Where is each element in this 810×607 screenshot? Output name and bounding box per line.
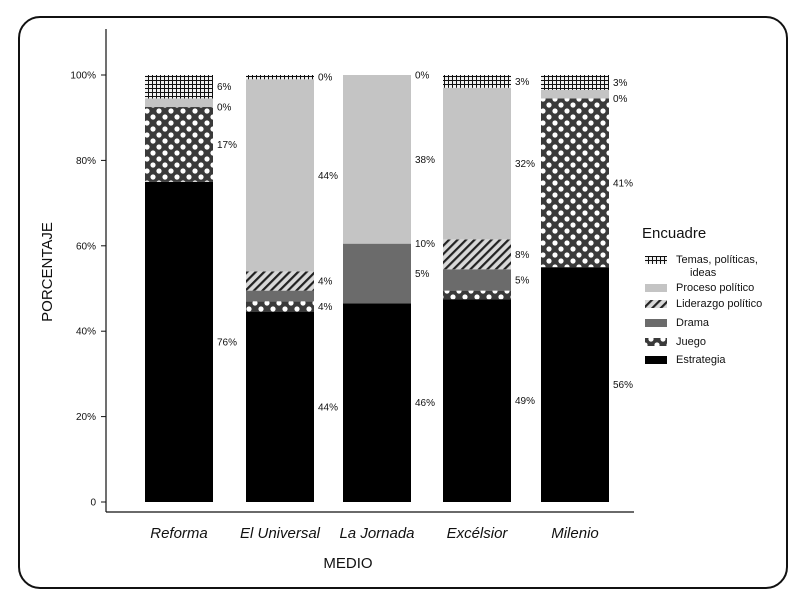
- legend-title: Encuadre: [642, 225, 706, 242]
- data-label: 6%: [217, 82, 232, 93]
- legend-swatch: [645, 338, 667, 346]
- bar-segment: [443, 87, 511, 240]
- x-axis-title: MEDIO: [323, 555, 372, 572]
- bar-segment: [145, 98, 213, 108]
- legend-swatch: [645, 319, 667, 327]
- data-label: 3%: [613, 78, 628, 89]
- bar-segment: [343, 243, 411, 304]
- bar-segment: [246, 301, 314, 312]
- category-label: Milenio: [551, 525, 599, 542]
- bar-segment: [246, 290, 314, 302]
- legend-swatch: [645, 256, 667, 264]
- data-label: 5%: [515, 275, 530, 286]
- legend-label: Proceso político: [676, 282, 754, 294]
- category-labels: Reforma El Universal La Jornada Excélsior Mi…: [150, 525, 599, 542]
- bar-segment: [246, 79, 314, 272]
- bar-segment: [343, 75, 411, 244]
- data-label: 44%: [318, 171, 338, 182]
- data-labels: 76% 17% 0% 6% 44% 4% 4% 44% 0% 46% 5% 10% 38% 0% 49% 5%…: [217, 71, 633, 414]
- data-label: 56%: [613, 380, 633, 391]
- bar-segment: [541, 98, 609, 268]
- y-tick-label: 40%: [76, 327, 96, 338]
- y-tick-label: 100%: [70, 71, 96, 82]
- y-axis-title: PORCENTAJE: [39, 222, 56, 322]
- bar-segment: [541, 89, 609, 99]
- bar-segment: [443, 269, 511, 291]
- legend: Encuadre Temas, políticas, ideas Proceso p…: [642, 225, 762, 366]
- data-label: 10%: [415, 239, 435, 250]
- data-label: 5%: [415, 269, 430, 280]
- bar-segment: [145, 181, 213, 502]
- y-ticks: 0 20% 40% 60% 80% 100%: [70, 71, 106, 509]
- legend-label: Drama: [676, 317, 710, 329]
- category-label: La Jornada: [339, 525, 414, 542]
- bar-segment: [541, 75, 609, 90]
- y-tick-label: 60%: [76, 241, 96, 252]
- data-label: 44%: [318, 402, 338, 413]
- legend-swatch: [645, 300, 667, 308]
- bar-segment: [443, 299, 511, 502]
- data-label: 0%: [318, 73, 333, 84]
- bar-segment: [246, 75, 314, 80]
- data-label: 4%: [318, 277, 333, 288]
- legend-label: Estrategia: [676, 354, 726, 366]
- axes: [105, 29, 634, 513]
- data-label: 49%: [515, 396, 535, 407]
- legend-swatch: [645, 356, 667, 364]
- bar-segment: [246, 271, 314, 291]
- data-label: 76%: [217, 337, 237, 348]
- bar-segment: [246, 311, 314, 502]
- legend-label: Juego: [676, 336, 706, 348]
- y-tick-label: 20%: [76, 412, 96, 423]
- legend-swatch: [645, 284, 667, 292]
- bar-segment: [443, 290, 511, 300]
- bars: [145, 75, 609, 502]
- legend-label: Liderazgo político: [676, 298, 762, 310]
- data-label: 41%: [613, 178, 633, 189]
- category-label: Excélsior: [447, 525, 509, 542]
- category-label: Reforma: [150, 525, 208, 542]
- y-tick-label: 80%: [76, 156, 96, 167]
- data-label: 0%: [217, 103, 232, 114]
- data-label: 3%: [515, 77, 530, 88]
- category-label: El Universal: [240, 525, 321, 542]
- bar-segment: [443, 239, 511, 270]
- bar-segment: [343, 303, 411, 502]
- data-label: 17%: [217, 140, 237, 151]
- bar-segment: [541, 267, 609, 502]
- data-label: 38%: [415, 155, 435, 166]
- bar-segment: [443, 75, 511, 88]
- data-label: 0%: [415, 71, 430, 82]
- legend-label: Temas, políticas, ideas: [676, 254, 758, 279]
- data-label: 8%: [515, 250, 530, 261]
- data-label: 46%: [415, 398, 435, 409]
- bar-segment: [145, 75, 213, 99]
- data-label: 0%: [613, 94, 628, 105]
- bar-segment: [145, 107, 213, 182]
- data-label: 4%: [318, 302, 333, 313]
- y-tick-label: 0: [90, 498, 96, 509]
- data-label: 32%: [515, 159, 535, 170]
